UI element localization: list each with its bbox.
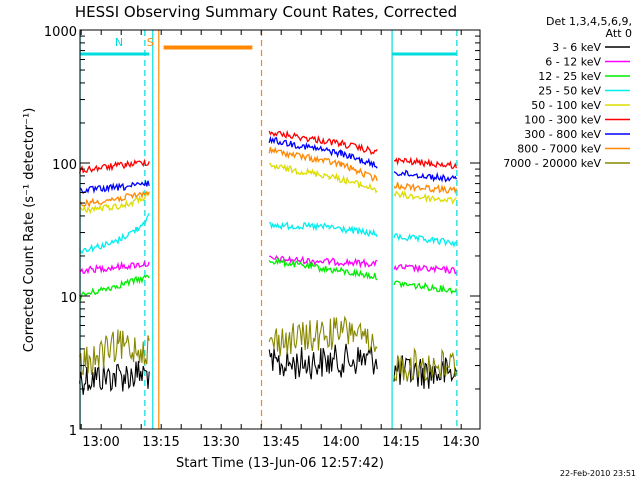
- series-line-5: [78, 129, 458, 174]
- annotation-n: N: [115, 36, 123, 49]
- y-tick-label-10: 10: [60, 291, 77, 306]
- series-line-1: [79, 254, 457, 275]
- series-line-2: [78, 257, 458, 302]
- x-tick-label-1345: 13:45: [262, 435, 299, 450]
- legend-entry-2: 12 - 25 keV: [538, 70, 601, 83]
- legend-entry-7: 800 - 7000 keV: [517, 143, 601, 156]
- legend-entry-3: 25 - 50 keV: [538, 85, 601, 98]
- x-tick-label-1300: 13:00: [82, 435, 119, 450]
- y-axis-title: Corrected Count Rate (s⁻¹ detector⁻¹): [22, 108, 37, 353]
- x-tick-label-1330: 13:30: [202, 435, 239, 450]
- x-tick-label-1315: 13:15: [142, 435, 179, 450]
- series-line-6: [79, 135, 457, 195]
- legend-header-line-1: Det 1,3,4,5,6,9,: [546, 15, 632, 28]
- x-axis-title: Start Time (13-Jun-06 12:57:42): [176, 456, 384, 471]
- x-tick-label-1430: 14:30: [442, 435, 479, 450]
- y-axis-ticks: [80, 29, 480, 430]
- legend-entry-4: 50 - 100 keV: [531, 99, 601, 112]
- series-group: [78, 129, 458, 395]
- series-line-8: [79, 315, 457, 382]
- chart-title: HESSI Observing Summary Count Rates, Cor…: [75, 3, 457, 21]
- legend-entry-1: 6 - 12 keV: [545, 56, 601, 69]
- x-tick-label-1415: 14:15: [382, 435, 419, 450]
- legend-entry-0: 3 - 6 keV: [552, 41, 601, 54]
- x-tick-label-1400: 14:00: [322, 435, 359, 450]
- footer-timestamp: 22-Feb-2010 23:51: [560, 469, 636, 478]
- y-tick-label-1000: 1000: [44, 25, 77, 40]
- series-line-3: [79, 212, 457, 255]
- y-tick-label-100: 100: [52, 158, 77, 173]
- legend-entry-8: 7000 - 20000 keV: [503, 157, 601, 170]
- y-tick-label-1: 1: [69, 424, 77, 439]
- legend-entry-5: 100 - 300 keV: [524, 114, 601, 127]
- x-axis-ticks: [80, 30, 462, 429]
- annotation-s: S: [147, 36, 154, 49]
- series-line-7: [79, 146, 458, 209]
- legend-header-line-2: Att 0: [606, 27, 632, 40]
- plot-frame: [79, 29, 481, 430]
- legend-entry-6: 300 - 800 keV: [524, 128, 601, 141]
- series-line-4: [79, 162, 457, 215]
